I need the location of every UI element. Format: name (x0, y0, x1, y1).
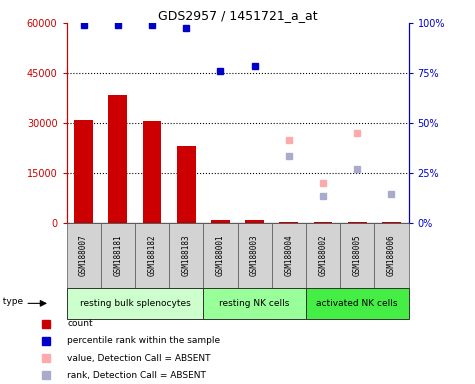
Text: percentile rank within the sample: percentile rank within the sample (67, 336, 220, 345)
Text: GSM188002: GSM188002 (319, 235, 327, 276)
Text: activated NK cells: activated NK cells (316, 299, 398, 308)
Text: GSM188183: GSM188183 (182, 235, 190, 276)
Bar (203, 288, 306, 319)
Bar (245, 220, 264, 223)
Bar (66, 223, 101, 288)
Bar (66, 288, 203, 319)
Bar (306, 288, 408, 319)
Text: GSM188181: GSM188181 (114, 235, 122, 276)
Text: GSM188001: GSM188001 (216, 235, 225, 276)
Text: count: count (67, 319, 93, 328)
Text: GSM188005: GSM188005 (353, 235, 361, 276)
Text: GSM188182: GSM188182 (148, 235, 156, 276)
Bar (203, 223, 238, 288)
Text: value, Detection Call = ABSENT: value, Detection Call = ABSENT (67, 354, 211, 362)
Text: cell type: cell type (0, 297, 23, 306)
Bar (142, 121, 162, 223)
Bar (135, 223, 169, 288)
Text: rank, Detection Call = ABSENT: rank, Detection Call = ABSENT (67, 371, 206, 380)
Text: resting bulk splenocytes: resting bulk splenocytes (79, 299, 190, 308)
Bar (74, 119, 93, 223)
Text: GSM188003: GSM188003 (250, 235, 259, 276)
Text: GSM188007: GSM188007 (79, 235, 88, 276)
Bar (169, 223, 203, 288)
Bar (306, 223, 340, 288)
Bar (238, 223, 272, 288)
Text: GSM188004: GSM188004 (285, 235, 293, 276)
Bar (272, 223, 306, 288)
Title: GDS2957 / 1451721_a_at: GDS2957 / 1451721_a_at (158, 9, 317, 22)
Bar (101, 223, 135, 288)
Text: GSM188006: GSM188006 (387, 235, 396, 276)
Text: resting NK cells: resting NK cells (219, 299, 290, 308)
Bar (211, 220, 230, 223)
Bar (177, 146, 196, 223)
Bar (374, 223, 408, 288)
Bar (340, 223, 374, 288)
Bar (108, 94, 127, 223)
